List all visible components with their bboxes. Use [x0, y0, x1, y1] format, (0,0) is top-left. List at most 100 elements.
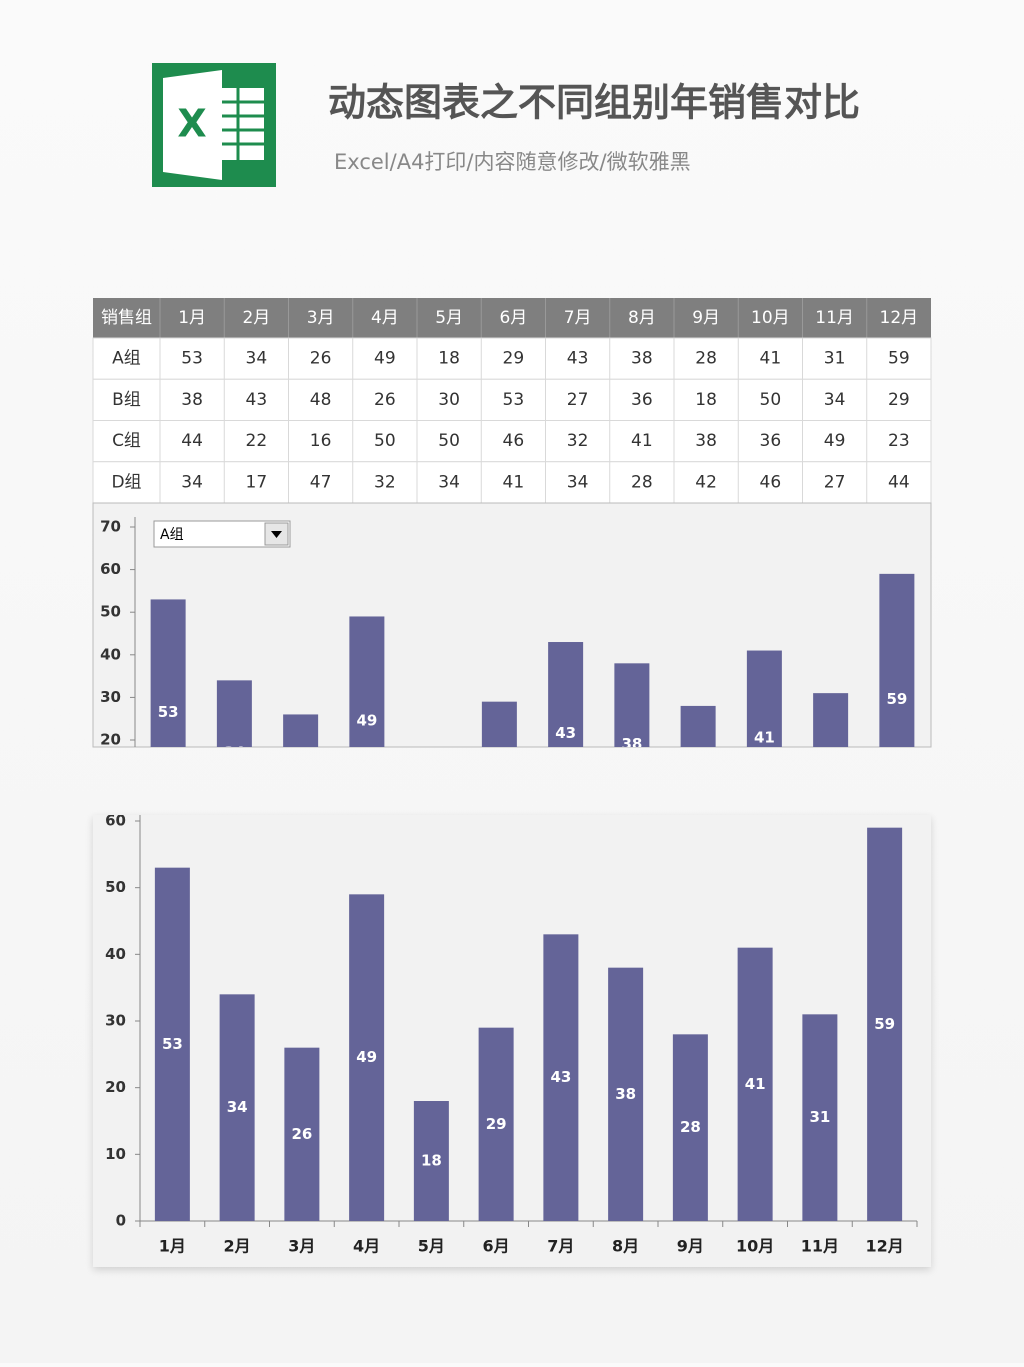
y-tick-label: 0: [116, 1212, 126, 1230]
table-cell: 32: [374, 472, 396, 492]
data-label: 53: [162, 1035, 183, 1053]
table-cell: C组: [112, 431, 141, 451]
data-label: 18: [423, 777, 444, 795]
table-cell: 41: [631, 431, 653, 451]
table-cell: 28: [631, 472, 653, 492]
table-header-cell: 5月: [435, 308, 463, 328]
subtitle: Excel/A4打印/内容随意修改/微软雅黑: [334, 150, 691, 174]
y-tick-label: 20: [100, 731, 121, 749]
data-label: 49: [356, 711, 377, 729]
data-label: 59: [874, 1015, 895, 1033]
data-label: 41: [754, 728, 775, 746]
table-header-cell: 1月: [178, 308, 206, 328]
data-label: 59: [886, 690, 907, 708]
bar: [680, 705, 716, 747]
data-label: 38: [621, 735, 642, 753]
y-tick-label: 70: [100, 518, 121, 536]
bar: [879, 573, 915, 747]
bar: [614, 663, 650, 747]
bar: [283, 714, 319, 747]
table-cell: 44: [888, 472, 910, 492]
x-tick-label: 5月: [418, 1237, 445, 1256]
title: 动态图表之不同组别年销售对比: [328, 81, 860, 125]
table-cell: 22: [246, 431, 268, 451]
data-label: 18: [421, 1152, 442, 1170]
chart: 20 30 40 50 60 70 53 34 26 49 18 29 43 38 28 41 31 59: [100, 517, 915, 795]
table-header-cell: 3月: [307, 308, 335, 328]
y-tick-label: 20: [105, 1078, 126, 1096]
table-cell: 17: [246, 472, 268, 492]
table-cell: 34: [246, 349, 268, 369]
table-cell: 18: [695, 390, 717, 410]
svg-text:X: X: [177, 102, 206, 146]
x-tick-label: 2月: [224, 1237, 251, 1256]
data-label: 31: [820, 750, 841, 768]
table-cell: 23: [888, 431, 910, 451]
table-cell: 43: [246, 390, 268, 410]
table-cell: 27: [567, 390, 589, 410]
bar: [813, 693, 849, 747]
table-cell: 36: [760, 431, 782, 451]
bar: [150, 599, 186, 747]
x-tick-label: 1月: [159, 1237, 186, 1256]
table-cell: 50: [438, 431, 460, 451]
dropdown-value: A组: [160, 527, 184, 543]
data-label: 43: [555, 724, 576, 742]
x-tick-label: 6月: [483, 1237, 510, 1256]
x-tick-label: 4月: [353, 1237, 380, 1256]
data-label: 28: [688, 756, 709, 774]
table-cell: 50: [374, 431, 396, 451]
table-cell: 49: [824, 431, 846, 451]
dropdown[interactable]: A组: [153, 520, 291, 548]
table-header-cell: 9月: [692, 308, 720, 328]
y-tick-label: 60: [100, 560, 121, 578]
bar: [216, 680, 252, 747]
data-label: 26: [291, 1125, 312, 1143]
data-label: 41: [745, 1075, 766, 1093]
table-cell: 31: [824, 349, 846, 369]
chart: 0 10 20 30 40 50 60 53 1月 34 2月 26 3月 49 4月 18 5月 29 6月 43 7…: [105, 812, 918, 1256]
table-header-cell: 12月: [880, 308, 919, 328]
y-tick-label: 60: [105, 812, 126, 830]
table-cell: 53: [181, 349, 203, 369]
table-cell: 49: [374, 349, 396, 369]
table-cell: 42: [695, 472, 717, 492]
table-cell: 44: [181, 431, 203, 451]
data-label: 31: [809, 1108, 830, 1126]
bar: [349, 616, 385, 747]
table-cell: 59: [888, 349, 910, 369]
table-cell: 47: [310, 472, 332, 492]
table-cell: 34: [181, 472, 203, 492]
table-row-bg: [92, 420, 932, 463]
bar: [284, 1047, 320, 1221]
table-cell: 18: [438, 349, 460, 369]
table-cell: 46: [503, 431, 525, 451]
y-tick-label: 50: [105, 878, 126, 896]
bar: [219, 994, 255, 1221]
table-cell: 41: [503, 472, 525, 492]
table-cell: 38: [695, 431, 717, 451]
table-cell: D组: [111, 472, 141, 492]
y-tick-label: 40: [105, 945, 126, 963]
table-cell: 26: [374, 390, 396, 410]
table-row-bg: [92, 378, 932, 421]
data-label: 34: [224, 743, 245, 761]
x-tick-label: 12月: [865, 1237, 903, 1256]
table-cell: 48: [310, 390, 332, 410]
bar: [548, 642, 584, 747]
x-tick-label: 11月: [801, 1237, 839, 1256]
y-tick-label: 10: [105, 1145, 126, 1163]
data-label: 34: [227, 1098, 248, 1116]
table-cell: 50: [760, 390, 782, 410]
bar: [672, 1034, 708, 1221]
table-cell: 46: [760, 472, 782, 492]
table-header-cell: 2月: [242, 308, 270, 328]
table-cell: 53: [503, 390, 525, 410]
table-header-cell: 销售组: [101, 308, 152, 328]
table-cell: 34: [438, 472, 460, 492]
table-cell: 29: [503, 349, 525, 369]
y-tick-label: 30: [105, 1012, 126, 1030]
data-label: 26: [290, 760, 311, 778]
data-label: 29: [486, 1115, 507, 1133]
